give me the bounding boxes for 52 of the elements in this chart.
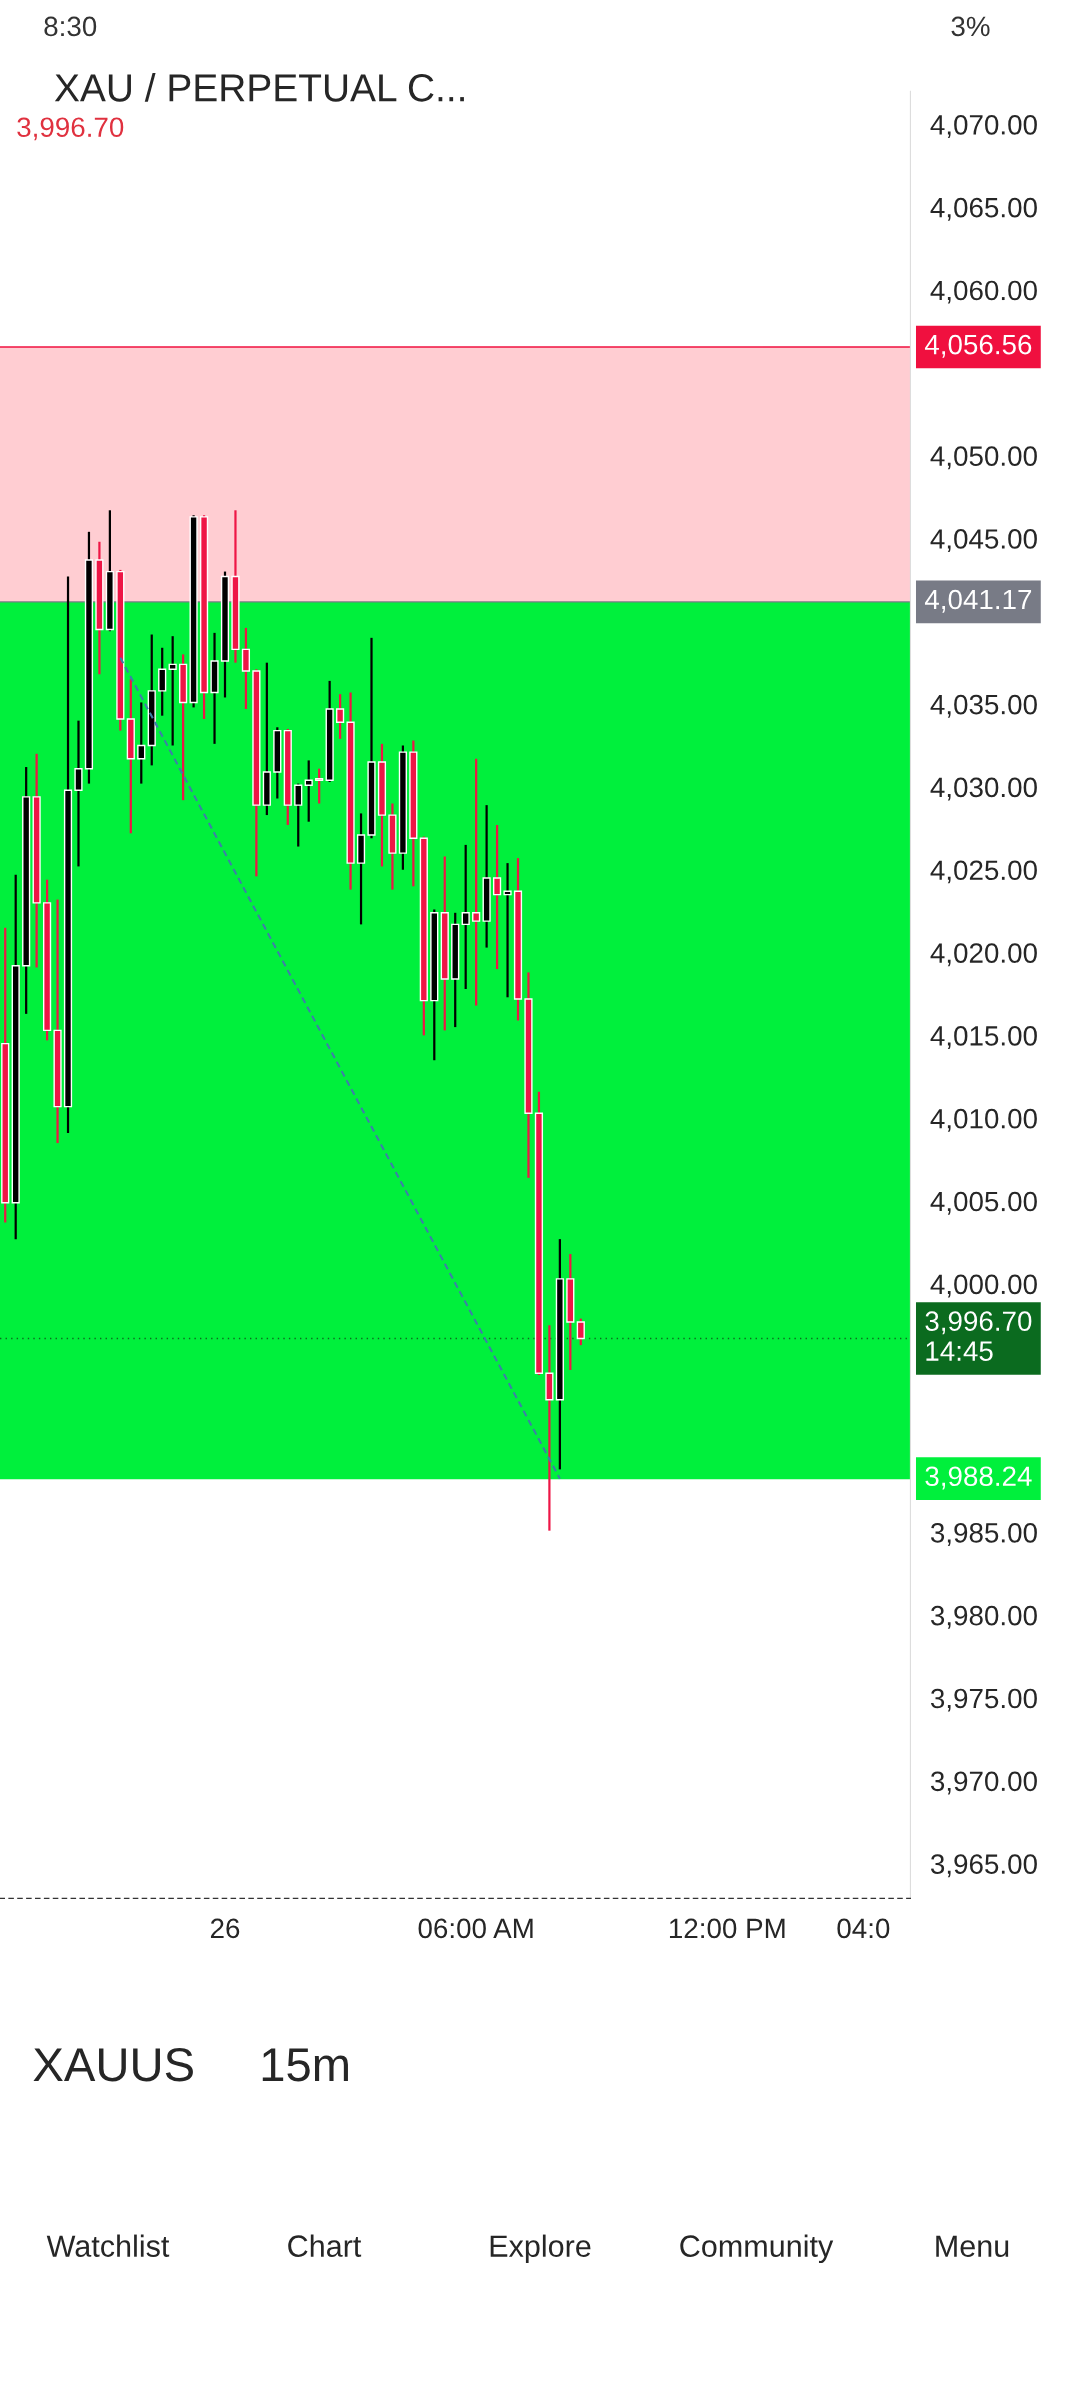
candlestick [74,719,83,868]
text: Explore [490,2234,591,2264]
y-tick-label: 4,000.00 [930,1274,1037,1298]
text: Watchlist [46,2234,170,2257]
text: XAUUS [33,2048,193,2082]
candlestick [336,693,345,740]
y-tick-label: 4,060.00 [930,280,1037,304]
candlestick [158,646,167,717]
candlestick [503,862,512,999]
candlestick [294,782,303,848]
y-tick-label: 3,965.00 [930,1854,1037,1878]
text: 3,996.70 [17,117,124,141]
candlestick [576,1317,585,1347]
y-tick-label: 4,045.00 [930,529,1037,553]
candlestick [545,1324,554,1532]
candlestick [137,701,146,785]
text: Community [680,2234,834,2264]
ref-line-label: 4,056.56 [924,334,1032,358]
y-tick-label: 4,015.00 [930,1026,1037,1049]
ref-line-label: 3,988.24 [925,1466,1032,1490]
candlestick [461,843,470,991]
text: 15m [262,2048,348,2082]
y-tick-label: 3,975.00 [930,1688,1037,1712]
y-tick-label: 4,005.00 [930,1191,1037,1215]
ref-line-label: 4,041.17 [924,589,1032,613]
chart-title: XAU / PERPETUAL C... [54,73,464,102]
y-tick-label: 3,985.00 [930,1522,1037,1546]
candlestick [304,759,313,823]
x-tick-label: 06:00 AM [418,1918,533,1939]
y-tick-label: 4,050.00 [930,446,1037,470]
x-tick-label: 04:0 [837,1918,890,1939]
ref-line-label: 3,996.70 14:45 [925,1311,1032,1361]
candlestick [241,626,251,711]
y-tick-label: 3,980.00 [930,1605,1037,1629]
text: Menu [936,2235,1009,2257]
y-tick-label: 4,030.00 [930,777,1037,801]
candlestick [315,767,324,805]
y-tick-label: 4,025.00 [930,860,1037,884]
y-tick-label: 4,010.00 [930,1108,1037,1132]
x-tick-label: 12:00 PM [669,1918,785,1939]
text: 3% [951,16,990,37]
y-tick-label: 4,065.00 [930,197,1037,221]
candlestick [168,635,177,747]
candlestick [492,823,502,971]
x-tick-label: 26 [210,1918,240,1939]
y-tick-label: 4,035.00 [930,694,1037,718]
y-tick-label: 4,070.00 [930,115,1037,138]
y-tick-label: 3,970.00 [930,1771,1037,1795]
text: Chart [288,2234,362,2257]
candlestick [472,757,481,1007]
y-tick-label: 4,020.00 [930,943,1037,967]
text: 8:30 [44,16,97,37]
